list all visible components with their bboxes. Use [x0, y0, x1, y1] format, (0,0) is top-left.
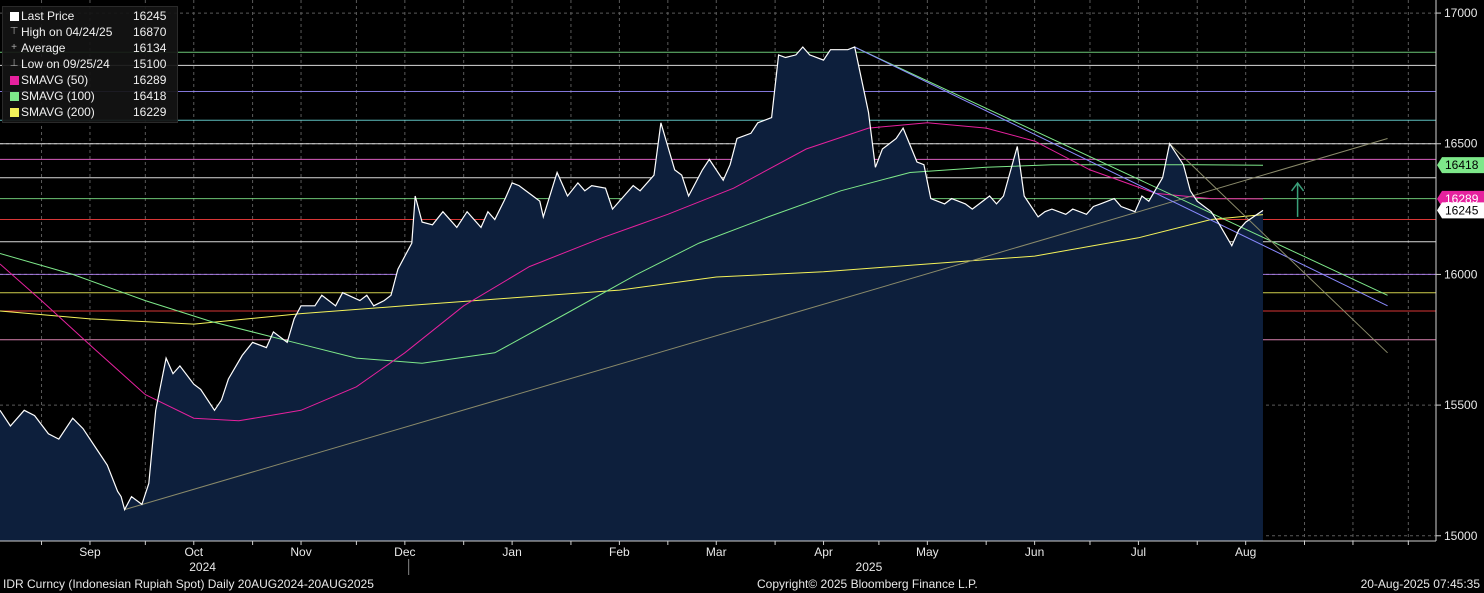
x-tick-label: Aug	[1235, 545, 1256, 559]
sma100-marker-label: 16418	[1445, 158, 1479, 172]
high-marker-icon: ⊤	[9, 26, 19, 37]
chart-legend: Last Price 16245 ⊤ High on 04/24/25 16870 + Av…	[2, 6, 178, 123]
x-tick-label: Oct	[184, 545, 203, 559]
last-price-marker-bg	[1437, 202, 1484, 219]
price-area	[0, 47, 1263, 541]
legend-value: 15100	[133, 57, 167, 71]
trendline	[1169, 143, 1388, 354]
x-tick-label: Jul	[1131, 545, 1146, 559]
legend-item: Last Price 16245	[7, 8, 173, 24]
price-area-fill	[0, 47, 1263, 541]
trendline	[124, 138, 1388, 511]
sma100-line	[0, 164, 1264, 364]
square-marker-icon	[7, 107, 21, 117]
y-tick-label: 16000	[1444, 267, 1478, 281]
square-marker-icon	[7, 75, 21, 85]
legend-item: ⊤ High on 04/24/25 16870	[7, 24, 173, 40]
arrow-head-icon	[1290, 181, 1305, 192]
x-tick-label: Dec	[394, 545, 415, 559]
legend-label: High on 04/24/25	[21, 25, 113, 39]
trendlines	[124, 46, 1388, 511]
legend-value: 16870	[133, 25, 167, 39]
legend-value: 16229	[133, 105, 167, 119]
legend-label: SMAVG (50)	[21, 73, 89, 87]
low-marker-icon: ⊥	[9, 58, 19, 69]
legend-label: Low on 09/25/24	[21, 57, 110, 71]
x-tick-label: Apr	[814, 545, 833, 559]
y-tick-label: 17000	[1444, 6, 1478, 20]
trendline	[854, 46, 1388, 296]
trendline	[854, 46, 1388, 307]
legend-item: ⊥ Low on 09/25/24 15100	[7, 56, 173, 72]
legend-value: 16134	[133, 41, 167, 55]
legend-item: + Average 16134	[7, 40, 173, 56]
legend-value: 16418	[133, 89, 167, 103]
square-marker-icon	[7, 91, 21, 101]
chart-axes: 15000 15500 16000 16500 17000 Sep Oct Nov Dec Jan…	[0, 0, 1478, 575]
average-marker-icon: +	[11, 42, 17, 53]
legend-item: SMAVG (200) 16229	[7, 104, 173, 120]
legend-label: Average	[21, 41, 66, 55]
chart-footer: IDR Curncy (Indonesian Rupiah Spot) Dail…	[0, 575, 1484, 593]
y-tick-label: 15000	[1444, 529, 1478, 543]
sma50-line	[0, 122, 1264, 422]
sma100-marker-bg	[1437, 157, 1484, 174]
x-tick-label: Jan	[502, 545, 521, 559]
legend-value: 16245	[133, 9, 167, 23]
legend-value: 16289	[133, 73, 167, 87]
x-tick-label: Nov	[290, 545, 311, 559]
x-tick-label: Mar	[706, 545, 727, 559]
year-label: 2024	[189, 560, 216, 574]
timestamp: 20-Aug-2025 07:45:35	[1360, 577, 1480, 591]
moving-averages	[0, 122, 1264, 422]
x-tick-label: Jun	[1025, 545, 1044, 559]
x-tick-label: Feb	[609, 545, 630, 559]
last-price-marker-icon	[7, 11, 21, 21]
price-series	[0, 46, 1305, 512]
x-tick-label: Sep	[79, 545, 101, 559]
security-description: IDR Curncy (Indonesian Rupiah Spot) Dail…	[3, 577, 374, 591]
price-line	[0, 46, 1264, 512]
last-price-marker-label: 16245	[1445, 203, 1479, 217]
legend-item: SMAVG (50) 16289	[7, 72, 173, 88]
legend-label: Last Price	[21, 9, 75, 23]
year-label: 2025	[856, 560, 883, 574]
copyright-text: Copyright© 2025 Bloomberg Finance L.P.	[757, 577, 978, 591]
legend-label: SMAVG (100)	[21, 89, 95, 103]
sma200-line	[0, 214, 1264, 325]
legend-label: SMAVG (200)	[21, 105, 95, 119]
y-tick-label: 15500	[1444, 398, 1478, 412]
legend-item: SMAVG (100) 16418	[7, 88, 173, 104]
y-tick-label: 16500	[1444, 137, 1478, 151]
x-tick-label: May	[916, 545, 939, 559]
